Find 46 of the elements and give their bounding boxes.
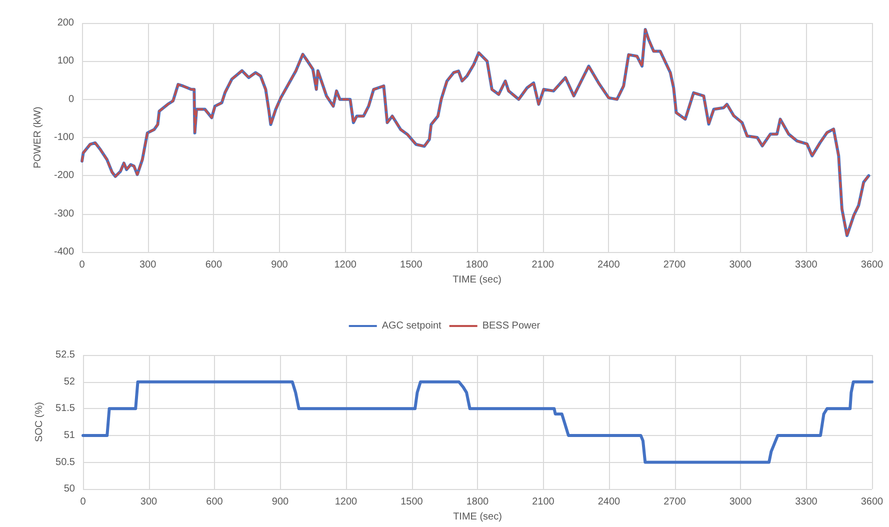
x-axis-title: TIME (sec) bbox=[453, 512, 502, 522]
x-tick-label: 3600 bbox=[860, 496, 884, 508]
x-tick-label: 2700 bbox=[663, 260, 686, 270]
y-tick-label: 50 bbox=[64, 484, 76, 495]
x-tick-label: 1200 bbox=[334, 496, 358, 508]
y-tick-label: 52.5 bbox=[56, 350, 76, 360]
x-tick-label: 3600 bbox=[860, 260, 884, 270]
x-tick-label: 2400 bbox=[598, 496, 621, 508]
y-axis-title: POWER (kW) bbox=[32, 106, 44, 168]
x-tick-label: 300 bbox=[139, 260, 157, 270]
y-tick-label: 100 bbox=[57, 56, 74, 67]
x-tick-label: 900 bbox=[272, 496, 290, 508]
x-axis-title: TIME (sec) bbox=[452, 274, 502, 286]
x-tick-label: 1500 bbox=[400, 496, 424, 508]
x-tick-label: 3000 bbox=[729, 260, 752, 270]
x-tick-label: 900 bbox=[271, 260, 288, 270]
x-tick-label: 2700 bbox=[664, 496, 686, 508]
y-tick-label: 51 bbox=[64, 430, 76, 441]
legend-label: BESS Power bbox=[482, 320, 541, 332]
x-tick-label: 1800 bbox=[466, 260, 489, 270]
x-tick-label: 600 bbox=[206, 496, 224, 508]
legend-label: AGC setpoint bbox=[382, 320, 442, 332]
x-tick-label: 1200 bbox=[334, 260, 357, 270]
x-tick-label: 1500 bbox=[400, 260, 423, 270]
y-tick-label: -300 bbox=[54, 208, 74, 220]
y-tick-label: -400 bbox=[54, 246, 74, 258]
x-tick-label: 0 bbox=[79, 260, 86, 270]
y-axis-title: SOC (%) bbox=[34, 402, 46, 442]
y-tick-label: 0 bbox=[68, 94, 74, 105]
x-tick-label: 3000 bbox=[729, 496, 752, 508]
y-tick-label: -200 bbox=[54, 170, 74, 182]
x-tick-label: 0 bbox=[80, 496, 86, 508]
y-tick-label: 52 bbox=[64, 376, 76, 388]
y-tick-label: -100 bbox=[54, 132, 74, 143]
line-series bbox=[82, 380, 874, 464]
x-tick-label: 2100 bbox=[532, 260, 554, 270]
y-tick-label: 200 bbox=[57, 18, 74, 28]
x-tick-label: 3300 bbox=[795, 260, 818, 270]
x-tick-label: 3300 bbox=[795, 496, 818, 508]
x-tick-label: 600 bbox=[205, 260, 222, 270]
y-tick-label: 51.5 bbox=[56, 403, 76, 414]
x-tick-label: 300 bbox=[140, 496, 158, 508]
y-tick-label: 50.5 bbox=[56, 456, 76, 468]
x-tick-label: 2400 bbox=[598, 260, 620, 270]
x-tick-label: 2100 bbox=[532, 496, 555, 508]
x-tick-label: 1800 bbox=[466, 496, 490, 508]
